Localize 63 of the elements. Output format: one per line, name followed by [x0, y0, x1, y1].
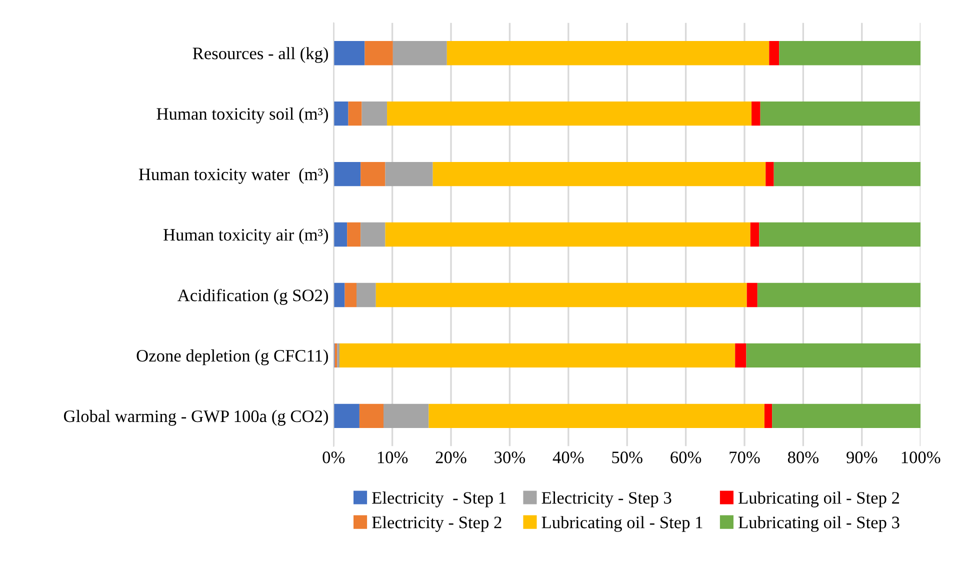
bar — [360, 162, 386, 186]
bar — [384, 404, 429, 428]
bar — [746, 343, 921, 368]
bar — [766, 162, 774, 186]
x-tick-label: 70% — [730, 452, 760, 464]
legend-label: Electricity - Step 3 — [542, 492, 672, 508]
bar — [752, 101, 760, 126]
bar — [359, 404, 384, 428]
bar — [735, 343, 746, 368]
bar — [772, 404, 921, 428]
bar — [364, 41, 393, 66]
x-tick-label: 0% — [322, 452, 345, 464]
bar — [769, 41, 780, 66]
x-tick-label: 50% — [612, 452, 642, 464]
bar — [779, 41, 921, 66]
bar — [334, 41, 365, 66]
legend-label: Lubricating oil - Step 1 — [542, 516, 702, 532]
x-tick-label: 60% — [670, 452, 702, 464]
bar — [746, 282, 758, 308]
bar — [347, 222, 361, 247]
bar — [339, 343, 736, 368]
bar — [344, 282, 357, 308]
bar — [428, 404, 764, 428]
bar — [750, 222, 760, 247]
bar — [757, 282, 921, 308]
x-tick-label: 100% — [902, 452, 940, 464]
bar — [362, 101, 388, 126]
legend-label: Electricity - Step 1 — [372, 492, 506, 508]
bar — [334, 162, 361, 186]
legend-label: Electricity - Step 2 — [372, 516, 502, 532]
x-tick-label: 10% — [378, 452, 408, 464]
bar — [334, 404, 360, 428]
bar — [376, 282, 747, 308]
bar — [356, 282, 376, 308]
bar — [387, 101, 752, 126]
bar — [334, 282, 345, 308]
x-tick-label: 30% — [494, 452, 526, 464]
bar — [348, 101, 362, 126]
bar — [385, 162, 433, 186]
bar — [360, 222, 386, 247]
legend-label: Lubricating oil - Step 2 — [738, 492, 900, 508]
bar — [385, 222, 750, 247]
bar — [432, 162, 766, 186]
x-tick-label: 90% — [846, 452, 878, 464]
y-tick-label: Human toxicity soil (m³) — [156, 108, 328, 124]
x-tick-label: 40% — [552, 452, 584, 464]
y-tick-label: Global warming - GWP 100a (g CO2) — [64, 410, 328, 426]
bar — [392, 41, 447, 66]
bar — [334, 101, 348, 126]
bar — [760, 101, 920, 126]
bar — [774, 162, 921, 186]
x-tick-label: 20% — [436, 452, 466, 464]
y-tick-label: Human toxicity water (m³) — [138, 168, 328, 184]
y-tick-label: Acidification (g SO2) — [178, 288, 328, 305]
legend-label: Lubricating oil - Step 3 — [738, 516, 900, 532]
y-tick-label: Human toxicity air (m³) — [164, 228, 328, 244]
y-tick-label: Resources - all (kg) — [192, 47, 328, 63]
bar — [334, 222, 348, 247]
bar — [759, 222, 921, 247]
bar — [446, 41, 770, 66]
x-tick-label: 80% — [788, 452, 819, 464]
bar — [764, 404, 772, 428]
y-tick-label: Ozone depletion (g CFC11) — [136, 349, 328, 366]
